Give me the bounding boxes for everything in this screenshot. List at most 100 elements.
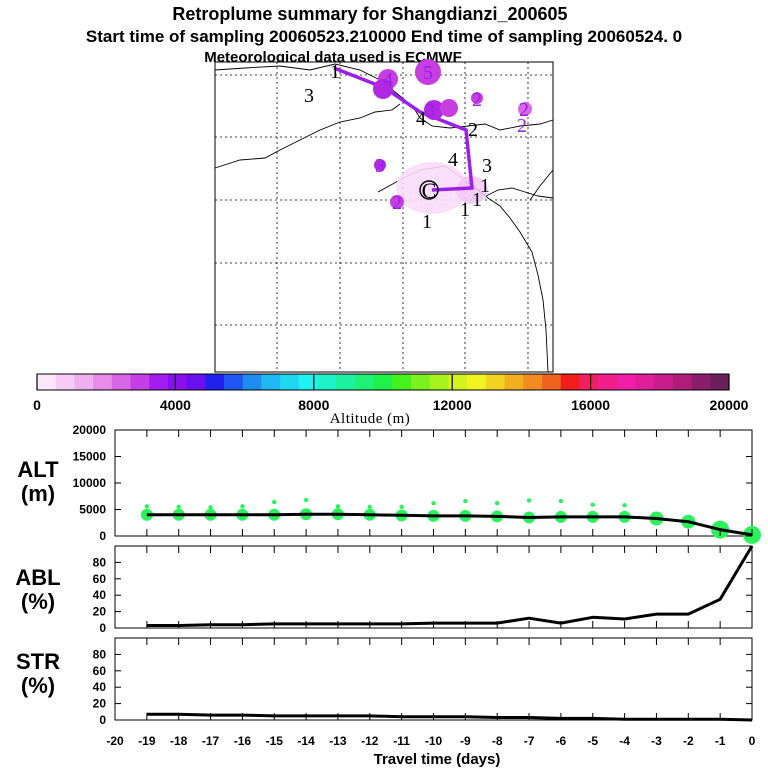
x-tick-label: -7	[524, 734, 535, 748]
plume-blob	[440, 99, 458, 117]
axis-layer: 20000150001000050000806040200806040200-2…	[73, 423, 756, 748]
colorbar-cells	[37, 374, 730, 390]
colorbar-cell	[336, 374, 356, 390]
plume-label: 2	[519, 99, 529, 121]
plume-labels: 1 1 1 1 1 2 2 2 2 2 3 3 3 3 4 4 4 5	[304, 61, 529, 233]
y-tick-label: 20	[93, 605, 107, 619]
colorbar-cell	[130, 374, 150, 390]
plume-blob	[424, 100, 444, 120]
x-tick-label: -8	[492, 734, 503, 748]
x-tick-label: -13	[329, 734, 347, 748]
x-tick-label: -19	[138, 734, 156, 748]
alt-upper-marker	[431, 500, 436, 506]
colorbar-cell	[710, 374, 730, 390]
colorbar-cell	[467, 374, 487, 390]
plume-glow	[396, 162, 468, 214]
plume-label: 2	[468, 119, 478, 141]
colorbar-cell	[691, 374, 711, 390]
y-tick-label: 0	[99, 621, 106, 635]
colorbar-cell	[616, 374, 636, 390]
y-tick-label: 40	[93, 588, 107, 602]
plume-label: 3	[375, 155, 385, 177]
colorbar-cell	[392, 374, 412, 390]
x-tick-label: 0	[749, 734, 756, 748]
alt-upper-marker	[622, 503, 627, 508]
colorbar-cell	[242, 374, 262, 390]
colorbar-cell	[635, 374, 655, 390]
title-line2: Start time of sampling 20060523.210000 E…	[86, 27, 682, 46]
y-tick-label: 20	[93, 697, 107, 711]
plume-label: 2	[517, 115, 527, 137]
receptor-marker	[419, 180, 439, 200]
str-series-line	[146, 712, 753, 722]
y-tick-label: 40	[93, 680, 107, 694]
colorbar-tick-label: 8000	[298, 397, 329, 413]
plume-blob	[471, 92, 483, 104]
x-tick-label: -16	[234, 734, 252, 748]
coast-bay	[485, 187, 554, 199]
colorbar-cell	[541, 374, 562, 390]
series-layer	[140, 497, 761, 722]
plume-label: 3	[304, 85, 314, 107]
alt-upper-marker	[303, 497, 309, 503]
plume-label: 1	[330, 61, 340, 83]
colorbar-ticks: 0 4000 8000 12000 16000 20000	[33, 374, 749, 413]
x-tick-label: -4	[619, 734, 630, 748]
x-tick-label: -2	[683, 734, 694, 748]
colorbar-tick-label: 4000	[160, 397, 191, 413]
x-tick-label: -20	[106, 734, 124, 748]
plume-blob	[415, 59, 441, 85]
x-tick-label: -18	[170, 734, 188, 748]
y-tick-label: 5000	[79, 503, 106, 517]
y-tick-label: 60	[93, 664, 107, 678]
x-tick-label: -3	[651, 734, 662, 748]
colorbar-cell	[74, 374, 94, 390]
time-series-panels: ALT (m) ABL (%) STR (%) 2000015000100005…	[15, 423, 761, 768]
colorbar-cell	[37, 374, 57, 390]
plume-label: 3	[482, 155, 492, 177]
coast-ne	[529, 169, 554, 201]
colorbar-tick-label: 12000	[433, 397, 472, 413]
x-tick-label: -5	[587, 734, 598, 748]
y-tick-label: 60	[93, 572, 107, 586]
alt-upper-marker	[526, 498, 532, 503]
x-tick-label: -17	[202, 734, 220, 748]
alt-upper-marker	[399, 504, 404, 510]
colorbar-cell	[504, 374, 524, 390]
colorbar-cell	[280, 374, 300, 390]
y-tick-label: 80	[93, 647, 107, 661]
y-tick-label: 10000	[73, 476, 107, 490]
y-tick-label: 0	[99, 713, 106, 727]
colorbar-cell	[186, 374, 206, 390]
alt-upper-marker	[208, 505, 213, 510]
alt-upper-marker	[558, 498, 564, 504]
colorbar-cell	[373, 374, 393, 390]
colorbar-cell	[224, 374, 244, 390]
abl-ylabel: ABL	[15, 565, 60, 590]
plume-blob	[518, 102, 532, 116]
colorbar-cell	[523, 374, 543, 390]
y-tick-label: 80	[93, 555, 107, 569]
plume-blob	[373, 79, 393, 99]
colorbar-cell	[411, 374, 431, 390]
plume-label: 5	[423, 62, 433, 84]
y-tick-label: 20000	[73, 423, 107, 437]
colorbar-cell	[149, 374, 169, 390]
alt-yunit: (m)	[21, 481, 55, 506]
colorbar-tick-label: 0	[33, 397, 41, 413]
plume-label: 1	[480, 175, 490, 197]
colorbar-cell	[55, 374, 75, 390]
plume-label: 2	[472, 89, 482, 111]
colorbar-cell	[298, 374, 318, 390]
colorbar-cell	[560, 374, 580, 390]
plume-label: 4	[383, 69, 393, 91]
alt-series-line	[146, 512, 753, 537]
map-frame	[214, 61, 554, 373]
border-west	[214, 103, 401, 169]
str-panel-frame	[114, 637, 753, 721]
plume-glow-east	[456, 176, 488, 204]
alt-upper-marker	[590, 502, 595, 507]
alt-ylabel: ALT	[17, 457, 59, 482]
str-yunit: (%)	[21, 673, 55, 698]
